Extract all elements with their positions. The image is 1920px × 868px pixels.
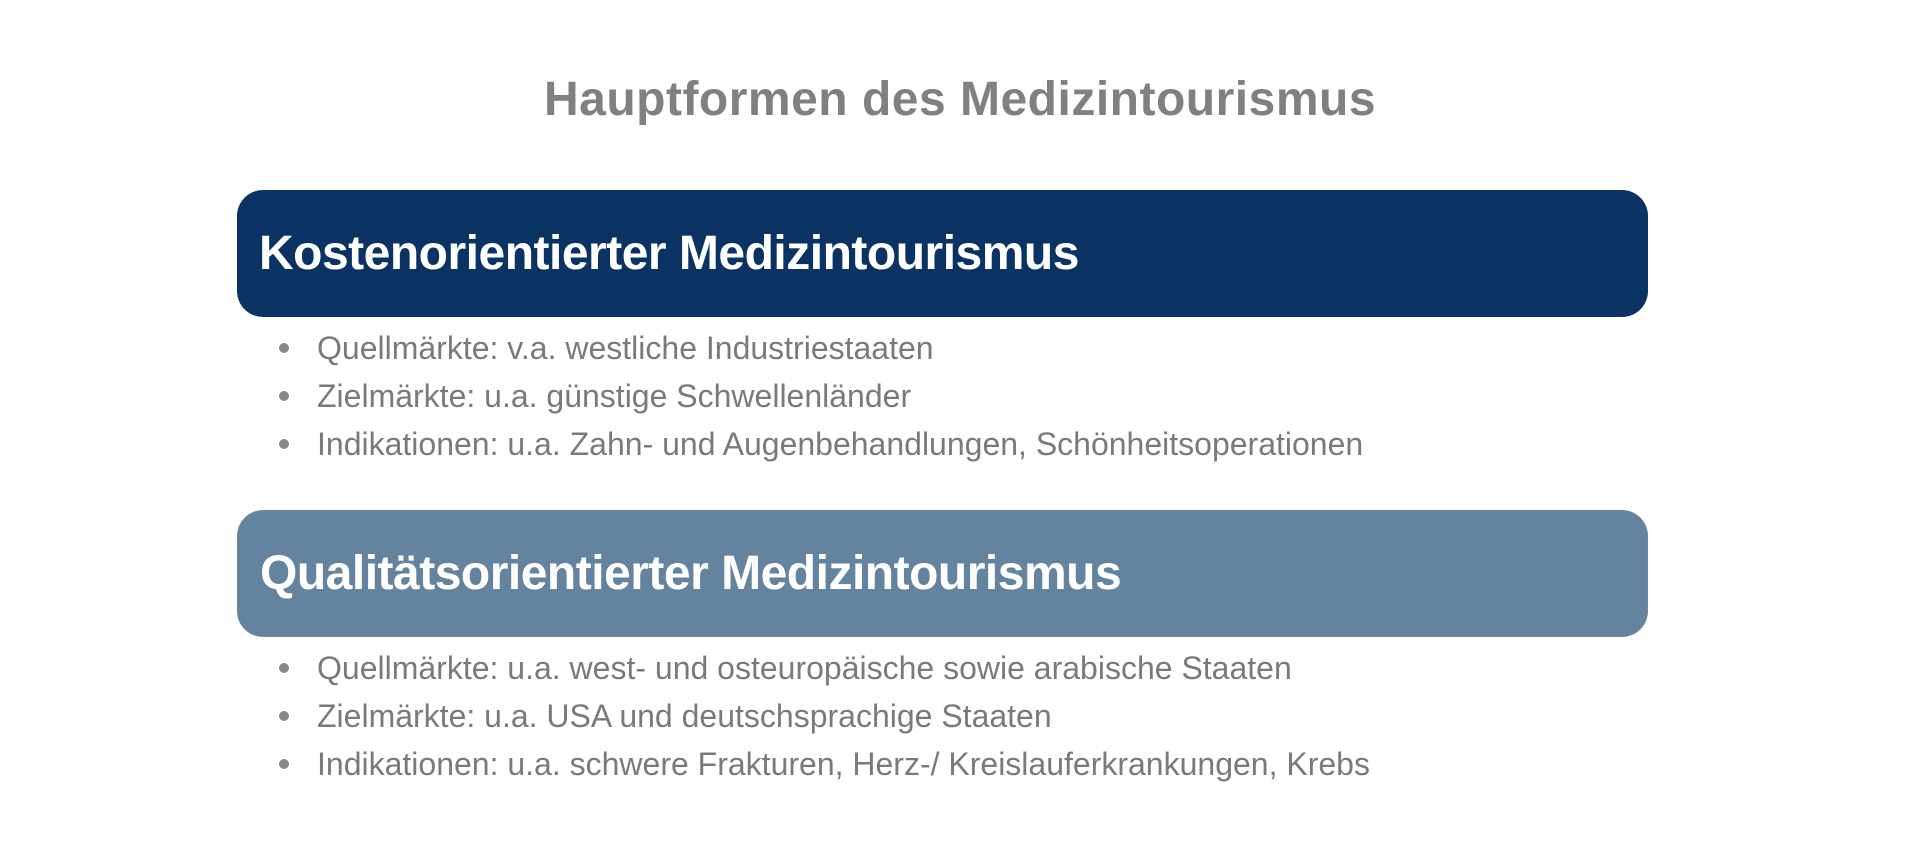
banner-kostenorientierter-medizintourismus: Kostenorientierter Medizintourismus [237, 190, 1648, 317]
bullet-zielmaerkte-kostenorientiert: Zielmärkte: u.a. günstige Schwellenlände… [237, 372, 1648, 420]
section-kostenorientierter-medizintourismus: Kostenorientierter Medizintourismus Quel… [237, 190, 1648, 468]
section-qualitaetsorientierter-medizintourismus: Qualitätsorientierter Medizintourismus Q… [237, 510, 1648, 788]
banner-heading-kostenorientiert: Kostenorientierter Medizintourismus [259, 227, 1079, 280]
banner-heading-qualitaetsorientiert: Qualitätsorientierter Medizintourismus [260, 547, 1122, 600]
banner-qualitaetsorientierter-medizintourismus: Qualitätsorientierter Medizintourismus [237, 510, 1648, 637]
bullet-quellmaerkte-kostenorientiert: Quellmärkte: v.a. westliche Industriesta… [237, 324, 1648, 372]
bullet-indikationen-qualitaetsorientiert: Indikationen: u.a. schwere Frakturen, He… [237, 740, 1648, 788]
bullet-list-qualitaetsorientiert: Quellmärkte: u.a. west- und osteuropäisc… [237, 644, 1648, 788]
slide-content: Kostenorientierter Medizintourismus Quel… [237, 190, 1648, 788]
slide-title: Hauptformen des Medizintourismus [543, 73, 1377, 126]
bullet-quellmaerkte-qualitaetsorientiert: Quellmärkte: u.a. west- und osteuropäisc… [237, 644, 1648, 692]
bullet-indikationen-kostenorientiert: Indikationen: u.a. Zahn- und Augenbehand… [237, 420, 1648, 468]
bullet-list-kostenorientiert: Quellmärkte: v.a. westliche Industriesta… [237, 324, 1648, 468]
bullet-zielmaerkte-qualitaetsorientiert: Zielmärkte: u.a. USA und deutschsprachig… [237, 692, 1648, 740]
